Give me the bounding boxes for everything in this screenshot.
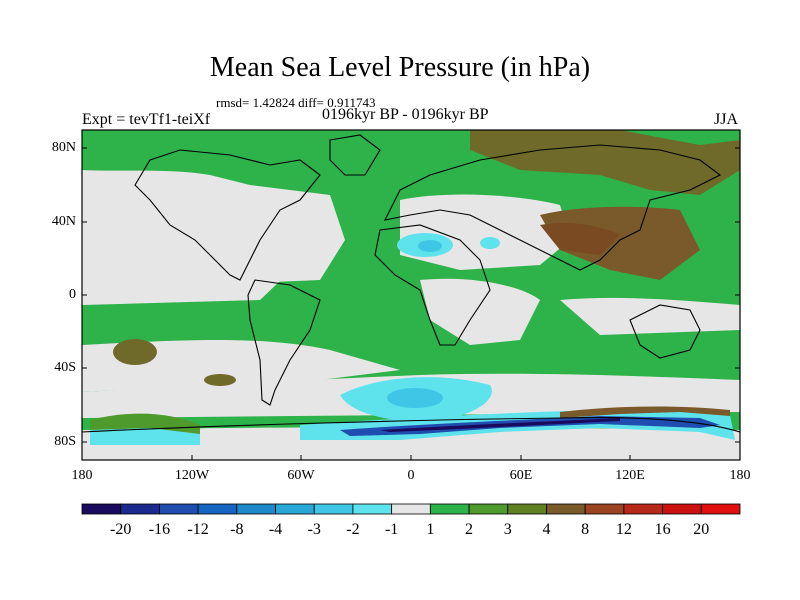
colorbar-swatch [700, 503, 741, 515]
colorbar-label: 20 [693, 521, 710, 538]
colorbar-label: -8 [230, 521, 244, 538]
stats-text: rmsd= 1.42824 diff= 0.911743 [216, 95, 376, 110]
chart-title: Mean Sea Level Pressure (in hPa) [209, 52, 591, 83]
colorbar-swatch [197, 503, 238, 515]
neutral-zone [82, 170, 345, 290]
neutral-zone [400, 194, 570, 270]
colorbar-label: -2 [346, 521, 360, 538]
colorbar-swatch [159, 503, 199, 515]
colorbar-label: 16 [654, 521, 671, 538]
colorbar-swatch [507, 503, 547, 515]
high-anomaly [560, 406, 730, 418]
colorbar-swatch [275, 503, 315, 515]
colorbar-label: 1 [426, 521, 435, 538]
lat-label: 80N [51, 140, 76, 155]
colorbar-label: 12 [615, 521, 632, 538]
lat-label: 40S [54, 360, 76, 375]
north-america-outline [134, 149, 321, 281]
colorbar-swatch [429, 503, 470, 515]
colorbar-label: -16 [148, 521, 171, 538]
colorbar-swatch [120, 503, 160, 515]
colorbar-label: 8 [581, 521, 590, 538]
low-anomaly [480, 237, 500, 249]
colorbar-label: 2 [465, 521, 474, 538]
greenland-outline [329, 134, 381, 176]
high-anomaly [113, 339, 157, 365]
lat-label: 40N [51, 214, 76, 229]
colorbar [81, 503, 741, 515]
colorbar-swatch [662, 503, 702, 515]
australia-outline [629, 304, 701, 359]
lon-label: 60E [509, 468, 533, 483]
period-label: 0196kyr BP - 0196kyr BP [322, 106, 489, 123]
low-anomaly [340, 416, 720, 436]
coastlines [82, 134, 740, 433]
colorbar-swatch [236, 503, 276, 515]
tick-marks [81, 147, 741, 460]
colorbar-swatch [81, 503, 122, 515]
lon-label: 120W [174, 468, 210, 483]
experiment-label: Expt = tevTf1-teiXf [82, 111, 211, 128]
colorbar-label: -1 [384, 521, 399, 538]
high-anomaly [470, 130, 740, 195]
neutral-zone [82, 427, 740, 460]
lon-label: 180 [729, 468, 751, 483]
colorbar-swatch [468, 503, 509, 515]
colorbar-swatch [391, 503, 431, 515]
colorbar-label: 3 [503, 521, 512, 538]
lat-label: 80S [54, 434, 76, 449]
lon-label: 0 [407, 468, 415, 483]
lon-label: 60W [287, 468, 315, 483]
neutral-zone [82, 262, 300, 305]
antarctica-outline [82, 416, 740, 433]
lat-label: 0 [69, 287, 76, 302]
colorbar-label: -20 [110, 521, 132, 538]
low-anomaly [90, 428, 200, 445]
neutral-zone [560, 297, 740, 335]
colorbar-swatch [352, 503, 393, 515]
colorbar-label: -4 [268, 521, 283, 538]
south-america-outline [247, 279, 321, 406]
colorbar-label: -12 [187, 521, 209, 538]
colorbar-swatch [623, 503, 663, 515]
lon-label: 120E [615, 468, 645, 483]
season-label: JJA [714, 111, 739, 128]
colorbar-label: -3 [307, 521, 321, 538]
colorbar-swatch [313, 503, 354, 515]
low-anomaly [387, 388, 443, 408]
neutral-zone [420, 278, 540, 345]
colorbar-swatch [584, 503, 625, 515]
lon-label: 180 [71, 468, 93, 483]
colorbar-swatch [546, 503, 586, 515]
low-anomaly [418, 240, 442, 252]
eurasia-outline [384, 144, 722, 271]
africa-outline [374, 224, 491, 346]
high-anomaly [540, 223, 620, 255]
colorbar-label: 4 [542, 521, 551, 538]
high-anomaly [204, 374, 236, 386]
low-anomaly [380, 418, 620, 432]
map-field [82, 130, 740, 460]
neutral-zone [82, 340, 400, 392]
